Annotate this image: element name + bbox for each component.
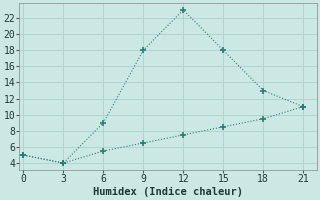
X-axis label: Humidex (Indice chaleur): Humidex (Indice chaleur) <box>93 186 243 197</box>
